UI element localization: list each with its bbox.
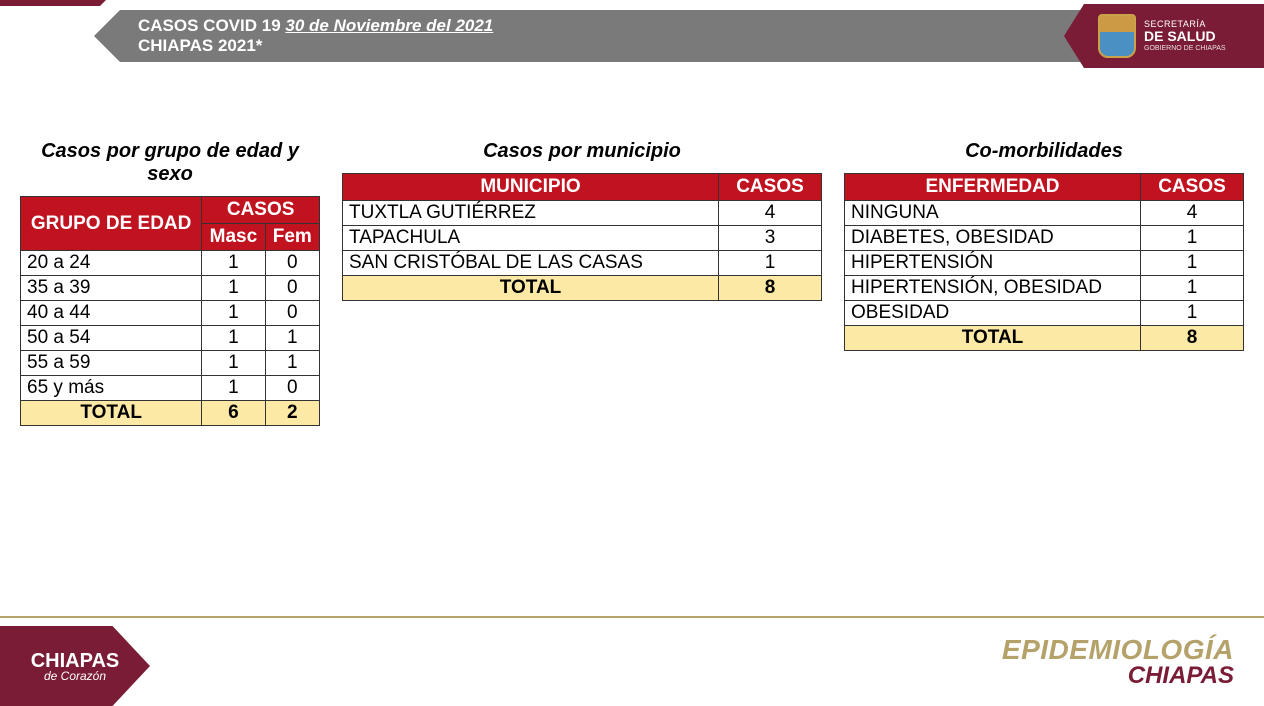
header-chevron (94, 10, 120, 62)
panel-age-sex: Casos por grupo de edad y sexo GRUPO DE … (20, 140, 320, 426)
cell-disease: DIABETES, OBESIDAD (845, 226, 1141, 251)
logo-chevron (1064, 4, 1084, 68)
header-title-prefix: CASOS COVID 19 (138, 16, 285, 35)
cell-disease: NINGUNA (845, 201, 1141, 226)
cell-disease: OBESIDAD (845, 301, 1141, 326)
header-subtitle: CHIAPAS 2021* (138, 36, 1062, 56)
table-row: HIPERTENSIÓN 1 (845, 251, 1244, 276)
col-comorb-cases: CASOS (1141, 174, 1244, 201)
col-fem: Fem (265, 224, 319, 251)
panel-comorb: Co-morbilidades ENFERMEDAD CASOS NINGUNA… (844, 140, 1244, 351)
total-fem: 2 (265, 401, 319, 426)
table-municipio: MUNICIPIO CASOS TUXTLA GUTIÉRREZ 4 TAPAC… (342, 173, 822, 301)
cell-fem: 1 (265, 326, 319, 351)
logo-line2: DE SALUD (1144, 29, 1226, 44)
table-row: 55 a 59 1 1 (21, 351, 320, 376)
col-disease: ENFERMEDAD (845, 174, 1141, 201)
total-label: TOTAL (845, 326, 1141, 351)
cell-masc: 1 (202, 376, 265, 401)
col-masc: Masc (202, 224, 265, 251)
cell-comorb-cases: 1 (1141, 226, 1244, 251)
cell-muni: TAPACHULA (343, 226, 719, 251)
cell-comorb-cases: 1 (1141, 251, 1244, 276)
footer-epi-l1: EPIDEMIOLOGÍA (1002, 636, 1234, 664)
cell-disease: HIPERTENSIÓN, OBESIDAD (845, 276, 1141, 301)
col-group: GRUPO DE EDAD (21, 197, 202, 251)
header-date: 30 de Noviembre del 2021 (285, 16, 493, 35)
table-row: 40 a 44 1 0 (21, 301, 320, 326)
top-accent-tri (100, 0, 106, 6)
col-muni-cases: CASOS (719, 174, 822, 201)
cell-group: 65 y más (21, 376, 202, 401)
cell-group: 20 a 24 (21, 251, 202, 276)
cell-muni-cases: 1 (719, 251, 822, 276)
table-row: TUXTLA GUTIÉRREZ 4 (343, 201, 822, 226)
logo-line3: GOBIERNO DE CHIAPAS (1144, 45, 1226, 53)
cell-masc: 1 (202, 251, 265, 276)
footer-epi-l2: CHIAPAS (1002, 664, 1234, 688)
table-row: SAN CRISTÓBAL DE LAS CASAS 1 (343, 251, 822, 276)
table-row: TAPACHULA 3 (343, 226, 822, 251)
cell-fem: 0 (265, 251, 319, 276)
panel-municipio: Casos por municipio MUNICIPIO CASOS TUXT… (342, 140, 822, 301)
table-row: OBESIDAD 1 (845, 301, 1244, 326)
table-row: 20 a 24 1 0 (21, 251, 320, 276)
cell-muni: SAN CRISTÓBAL DE LAS CASAS (343, 251, 719, 276)
cell-fem: 0 (265, 276, 319, 301)
logo-block: SECRETARÍA DE SALUD GOBIERNO DE CHIAPAS (1084, 4, 1264, 68)
cell-group: 50 a 54 (21, 326, 202, 351)
cell-masc: 1 (202, 326, 265, 351)
content-area: Casos por grupo de edad y sexo GRUPO DE … (20, 140, 1244, 426)
table-row: HIPERTENSIÓN, OBESIDAD 1 (845, 276, 1244, 301)
tbody-muni: TUXTLA GUTIÉRREZ 4 TAPACHULA 3 SAN CRIST… (343, 201, 822, 276)
cell-fem: 0 (265, 376, 319, 401)
cell-disease: HIPERTENSIÓN (845, 251, 1141, 276)
table-row: 65 y más 1 0 (21, 376, 320, 401)
cell-masc: 1 (202, 301, 265, 326)
table-row: NINGUNA 4 (845, 201, 1244, 226)
total-label: TOTAL (343, 276, 719, 301)
table-age-sex: GRUPO DE EDAD CASOS Masc Fem 20 a 24 1 0… (20, 196, 320, 426)
table-row: DIABETES, OBESIDAD 1 (845, 226, 1244, 251)
panel-age-title: Casos por grupo de edad y sexo (20, 140, 320, 186)
crest-icon (1098, 14, 1136, 58)
cell-fem: 0 (265, 301, 319, 326)
col-muni: MUNICIPIO (343, 174, 719, 201)
cell-comorb-cases: 1 (1141, 276, 1244, 301)
footer-epi: EPIDEMIOLOGÍA CHIAPAS (1002, 636, 1234, 688)
header-bar: CASOS COVID 19 30 de Noviembre del 2021 … (120, 10, 1080, 62)
total-label: TOTAL (21, 401, 202, 426)
tbody-comorb: NINGUNA 4 DIABETES, OBESIDAD 1 HIPERTENS… (845, 201, 1244, 326)
total-row: TOTAL 8 (343, 276, 822, 301)
cell-comorb-cases: 4 (1141, 201, 1244, 226)
cell-muni-cases: 4 (719, 201, 822, 226)
cell-muni-cases: 3 (719, 226, 822, 251)
panel-comorb-title: Co-morbilidades (844, 140, 1244, 163)
footer-corazon: CHIAPAS de Corazón (0, 626, 150, 706)
table-comorb: ENFERMEDAD CASOS NINGUNA 4 DIABETES, OBE… (844, 173, 1244, 351)
footer-divider (0, 616, 1264, 618)
panel-muni-title: Casos por municipio (342, 140, 822, 163)
cell-group: 55 a 59 (21, 351, 202, 376)
cell-muni: TUXTLA GUTIÉRREZ (343, 201, 719, 226)
total-comorb-cases: 8 (1141, 326, 1244, 351)
total-muni-cases: 8 (719, 276, 822, 301)
cell-group: 40 a 44 (21, 301, 202, 326)
total-row: TOTAL 6 2 (21, 401, 320, 426)
cell-masc: 1 (202, 351, 265, 376)
table-row: 35 a 39 1 0 (21, 276, 320, 301)
cell-masc: 1 (202, 276, 265, 301)
cell-fem: 1 (265, 351, 319, 376)
footer-corazon-l2: de Corazón (44, 669, 106, 683)
tbody-age: 20 a 24 1 0 35 a 39 1 0 40 a 44 1 0 50 a… (21, 251, 320, 401)
cell-group: 35 a 39 (21, 276, 202, 301)
top-accent (0, 0, 100, 6)
total-row: TOTAL 8 (845, 326, 1244, 351)
table-row: 50 a 54 1 1 (21, 326, 320, 351)
col-cases: CASOS (202, 197, 320, 224)
total-masc: 6 (202, 401, 265, 426)
cell-comorb-cases: 1 (1141, 301, 1244, 326)
